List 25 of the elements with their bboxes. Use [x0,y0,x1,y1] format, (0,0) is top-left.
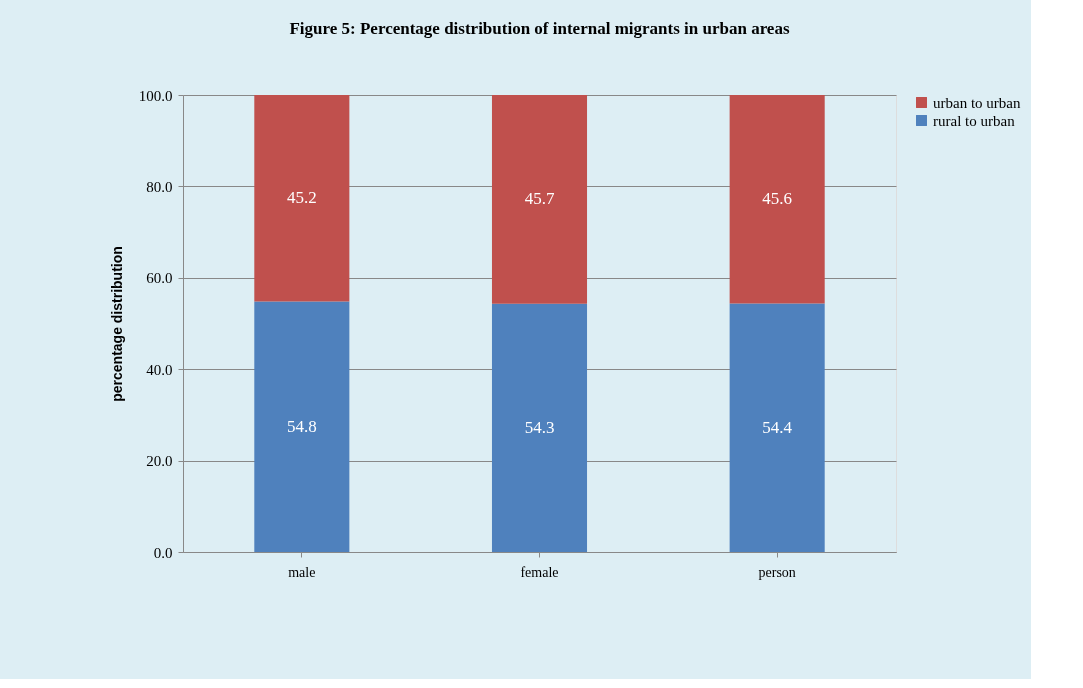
legend-label: urban to urban [933,94,1021,111]
bar [491,95,588,304]
bar [729,303,825,552]
bar [491,303,588,552]
bar [729,95,825,304]
x-tick-label: person [758,564,796,580]
x-tick-label: female [520,564,559,580]
y-tick-label: 100.0 [138,87,173,104]
data-label: 45.2 [286,188,317,208]
data-label: 54.3 [524,417,555,437]
data-label: 45.7 [524,189,555,209]
y-axis-title: percentage distribution [108,246,125,402]
data-label: 45.6 [762,189,793,209]
bar [254,95,350,302]
y-tick-label: 60.0 [146,270,173,287]
legend-label: rural to urban [933,112,1016,129]
bar [254,301,350,552]
data-label: 54.8 [286,416,317,436]
data-label: 54.4 [762,417,793,437]
chart-title: Figure 5: Percentage distribution of internal migrants in urban areas [289,19,790,38]
y-tick-label: 40.0 [146,361,173,378]
y-tick-label: 0.0 [153,544,173,561]
x-tick-label: male [288,564,316,580]
y-tick-label: 80.0 [146,178,173,195]
y-tick-label: 20.0 [146,453,173,470]
